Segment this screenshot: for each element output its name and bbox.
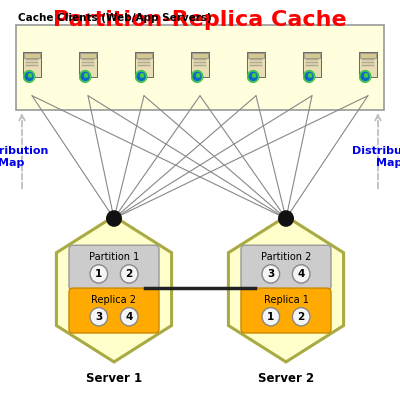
Circle shape bbox=[248, 71, 258, 82]
FancyBboxPatch shape bbox=[241, 288, 331, 333]
FancyBboxPatch shape bbox=[247, 52, 265, 77]
FancyBboxPatch shape bbox=[26, 59, 38, 60]
FancyBboxPatch shape bbox=[23, 52, 41, 77]
Circle shape bbox=[28, 73, 32, 78]
Text: Cache Clients (Web/App Servers): Cache Clients (Web/App Servers) bbox=[18, 13, 212, 23]
Polygon shape bbox=[56, 216, 172, 362]
FancyBboxPatch shape bbox=[306, 59, 318, 60]
Circle shape bbox=[308, 73, 312, 78]
Text: 1: 1 bbox=[95, 269, 102, 279]
Circle shape bbox=[292, 307, 310, 326]
FancyBboxPatch shape bbox=[250, 62, 262, 64]
Circle shape bbox=[140, 73, 144, 78]
Text: 4: 4 bbox=[126, 312, 133, 322]
FancyBboxPatch shape bbox=[241, 245, 331, 290]
FancyBboxPatch shape bbox=[26, 65, 38, 67]
Text: Server 2: Server 2 bbox=[258, 372, 314, 385]
Circle shape bbox=[80, 71, 90, 82]
FancyBboxPatch shape bbox=[250, 65, 262, 67]
Text: 2: 2 bbox=[298, 312, 305, 322]
Text: Replica 1: Replica 1 bbox=[264, 295, 308, 305]
FancyBboxPatch shape bbox=[191, 52, 209, 77]
Circle shape bbox=[136, 71, 146, 82]
FancyBboxPatch shape bbox=[194, 62, 206, 64]
FancyBboxPatch shape bbox=[360, 53, 376, 58]
Circle shape bbox=[24, 71, 34, 82]
Circle shape bbox=[278, 210, 294, 227]
Circle shape bbox=[196, 73, 200, 78]
Text: Distribution
Map: Distribution Map bbox=[0, 146, 48, 168]
FancyBboxPatch shape bbox=[136, 53, 152, 58]
FancyBboxPatch shape bbox=[303, 52, 321, 77]
FancyBboxPatch shape bbox=[82, 62, 94, 64]
FancyBboxPatch shape bbox=[138, 62, 150, 64]
Text: Replica 2: Replica 2 bbox=[92, 295, 136, 305]
Text: 1: 1 bbox=[267, 312, 274, 322]
FancyBboxPatch shape bbox=[82, 59, 94, 60]
FancyBboxPatch shape bbox=[24, 53, 40, 58]
FancyBboxPatch shape bbox=[69, 288, 159, 333]
FancyBboxPatch shape bbox=[138, 59, 150, 60]
Circle shape bbox=[262, 307, 280, 326]
FancyBboxPatch shape bbox=[80, 53, 96, 58]
Text: Partition-Replica Cache: Partition-Replica Cache bbox=[53, 10, 347, 30]
Circle shape bbox=[120, 265, 138, 283]
Circle shape bbox=[120, 307, 138, 326]
Circle shape bbox=[192, 71, 202, 82]
Text: 3: 3 bbox=[267, 269, 274, 279]
Circle shape bbox=[90, 307, 108, 326]
FancyBboxPatch shape bbox=[306, 65, 318, 67]
Text: Partition 1: Partition 1 bbox=[89, 253, 139, 262]
FancyBboxPatch shape bbox=[362, 65, 374, 67]
Text: Server 1: Server 1 bbox=[86, 372, 142, 385]
FancyBboxPatch shape bbox=[138, 65, 150, 67]
Text: 3: 3 bbox=[95, 312, 102, 322]
FancyBboxPatch shape bbox=[192, 53, 208, 58]
FancyBboxPatch shape bbox=[135, 52, 153, 77]
Circle shape bbox=[262, 265, 280, 283]
Text: Partition 2: Partition 2 bbox=[261, 253, 311, 262]
FancyBboxPatch shape bbox=[194, 59, 206, 60]
FancyBboxPatch shape bbox=[304, 53, 320, 58]
FancyBboxPatch shape bbox=[306, 62, 318, 64]
Text: 2: 2 bbox=[126, 269, 133, 279]
FancyBboxPatch shape bbox=[362, 59, 374, 60]
FancyBboxPatch shape bbox=[16, 25, 384, 110]
FancyBboxPatch shape bbox=[250, 59, 262, 60]
FancyBboxPatch shape bbox=[79, 52, 97, 77]
FancyBboxPatch shape bbox=[248, 53, 264, 58]
FancyBboxPatch shape bbox=[362, 62, 374, 64]
Circle shape bbox=[292, 265, 310, 283]
Circle shape bbox=[84, 73, 88, 78]
FancyBboxPatch shape bbox=[69, 245, 159, 290]
Circle shape bbox=[304, 71, 314, 82]
FancyBboxPatch shape bbox=[82, 65, 94, 67]
FancyBboxPatch shape bbox=[26, 62, 38, 64]
Polygon shape bbox=[228, 216, 344, 362]
Circle shape bbox=[106, 210, 122, 227]
FancyBboxPatch shape bbox=[359, 52, 377, 77]
FancyBboxPatch shape bbox=[194, 65, 206, 67]
Circle shape bbox=[360, 71, 370, 82]
Circle shape bbox=[364, 73, 368, 78]
Text: Distribution
Map: Distribution Map bbox=[352, 146, 400, 168]
Circle shape bbox=[252, 73, 256, 78]
Circle shape bbox=[90, 265, 108, 283]
Text: 4: 4 bbox=[298, 269, 305, 279]
